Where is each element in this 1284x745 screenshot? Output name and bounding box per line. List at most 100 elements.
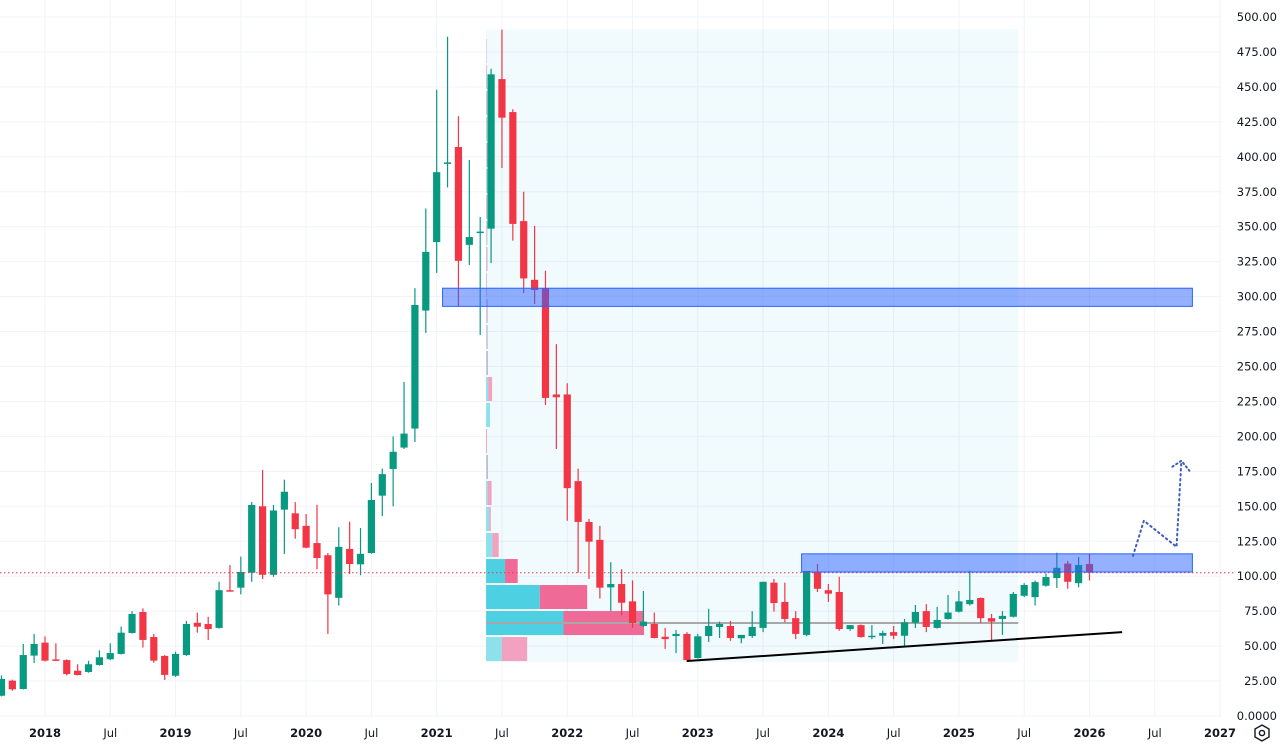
price-tick-label: 25.00 <box>1244 674 1277 688</box>
candle-body <box>966 599 974 605</box>
candle-body <box>204 624 212 630</box>
candle-up <box>269 504 278 577</box>
candle-body <box>389 451 397 469</box>
candle-body <box>19 655 27 690</box>
candle-body <box>346 548 354 565</box>
volume-profile-down-bar <box>501 637 528 662</box>
price-tick-label: 425.00 <box>1237 115 1277 129</box>
volume-profile-down-bar <box>486 325 488 350</box>
volume-profile-down-bar <box>487 168 488 193</box>
candle-body <box>8 680 16 690</box>
volume-profile-down-bar <box>486 90 488 115</box>
price-tick-label: 325.00 <box>1237 255 1277 269</box>
candle-body <box>596 539 604 588</box>
candle-down <box>520 191 528 293</box>
candle-body <box>139 611 147 640</box>
candle-body <box>269 510 278 575</box>
candle-body <box>748 626 756 637</box>
price-tick-label: 475.00 <box>1237 45 1277 59</box>
candle-body <box>302 525 310 548</box>
price-axis[interactable]: 0.0000 25.00 50.00 75.00 100.00 125.00 150.00 1… <box>1237 10 1277 723</box>
volume-profile-down-bar <box>486 142 488 167</box>
candle-down <box>161 655 169 680</box>
candle-body <box>574 481 582 522</box>
volume-profile-up-bar <box>486 351 488 376</box>
time-tick-label: 2020 <box>290 726 322 740</box>
candle-up <box>367 482 375 554</box>
candle-down <box>52 643 60 661</box>
time-tick-label: Jul <box>363 726 378 740</box>
candle-up <box>237 556 245 595</box>
candle-body <box>215 590 223 628</box>
volume-profile-down-bar <box>487 351 488 376</box>
price-tick-label: 450.00 <box>1237 80 1277 94</box>
support-trendline[interactable] <box>686 631 1123 663</box>
candle-body <box>857 625 865 638</box>
candle-body <box>171 653 180 676</box>
candle-body <box>770 582 778 604</box>
candle-down <box>661 627 669 649</box>
volume-profile-up-bar <box>486 325 487 350</box>
candle-down <box>150 633 158 663</box>
hexagon-settings-icon <box>1254 724 1270 742</box>
candle-body <box>237 572 245 588</box>
time-tick-label: 2025 <box>943 726 975 740</box>
volume-profile-up-bar <box>486 298 487 324</box>
time-tick-label: 2022 <box>551 726 583 740</box>
volume-profile-up-bar <box>486 220 487 245</box>
candle-body <box>150 637 158 661</box>
candle-body <box>193 622 201 627</box>
candle-body <box>498 79 506 118</box>
resistance-zone-rectangle[interactable] <box>442 287 1193 307</box>
candle-up <box>182 620 191 656</box>
projection-path-arrow[interactable] <box>1132 459 1183 557</box>
price-tick-label: 500.00 <box>1237 10 1277 24</box>
price-tick-label: 125.00 <box>1237 534 1277 548</box>
time-axis[interactable]: 2018 Jul 2019 Jul 2020 Jul 2021 Jul 2022 Jul 2023 J… <box>29 726 1236 740</box>
candle-up <box>30 633 38 664</box>
candle-down <box>41 636 49 662</box>
candle-down <box>770 578 778 612</box>
candle-up <box>356 527 365 576</box>
candle-body <box>824 590 832 594</box>
volume-profile-down-bar <box>487 481 492 506</box>
candle-body <box>367 500 375 553</box>
candle-down <box>324 552 332 634</box>
candle-down <box>781 582 789 623</box>
candle-up <box>607 562 615 612</box>
candle-up <box>400 381 408 449</box>
price-tick-label: 275.00 <box>1237 325 1277 339</box>
candle-down <box>977 597 985 624</box>
chart-settings-button[interactable] <box>1252 723 1272 743</box>
candle-body <box>803 571 811 635</box>
candle-down <box>8 679 16 691</box>
volume-profile-up-bar <box>486 507 490 532</box>
volume-profile-up-bar <box>486 559 506 584</box>
candle-down <box>650 612 658 639</box>
candle-up <box>476 216 484 336</box>
candle-down <box>585 518 593 579</box>
price-tick-label: 100.00 <box>1237 569 1277 583</box>
candle-down <box>498 29 506 168</box>
candle-up <box>694 633 702 659</box>
candle-body <box>52 659 60 661</box>
candle-down <box>193 612 201 633</box>
candle-body <box>1075 565 1083 584</box>
candle-body <box>400 433 408 448</box>
price-tick-label: 175.00 <box>1237 464 1277 478</box>
candle-down <box>509 109 517 241</box>
candle-up <box>1031 580 1039 606</box>
candle-up <box>248 502 256 582</box>
volume-profile-down-bar <box>486 298 488 324</box>
candle-body <box>628 601 637 624</box>
drawings[interactable] <box>0 287 1236 663</box>
time-tick-label: 2024 <box>812 726 844 740</box>
candle-body <box>378 474 386 496</box>
candle-up <box>433 89 441 273</box>
candle-body <box>944 612 952 619</box>
candle-body <box>335 546 343 598</box>
resistance-zone-rectangle[interactable] <box>801 553 1193 573</box>
candle-down <box>291 502 299 539</box>
candle-body <box>1020 585 1028 596</box>
